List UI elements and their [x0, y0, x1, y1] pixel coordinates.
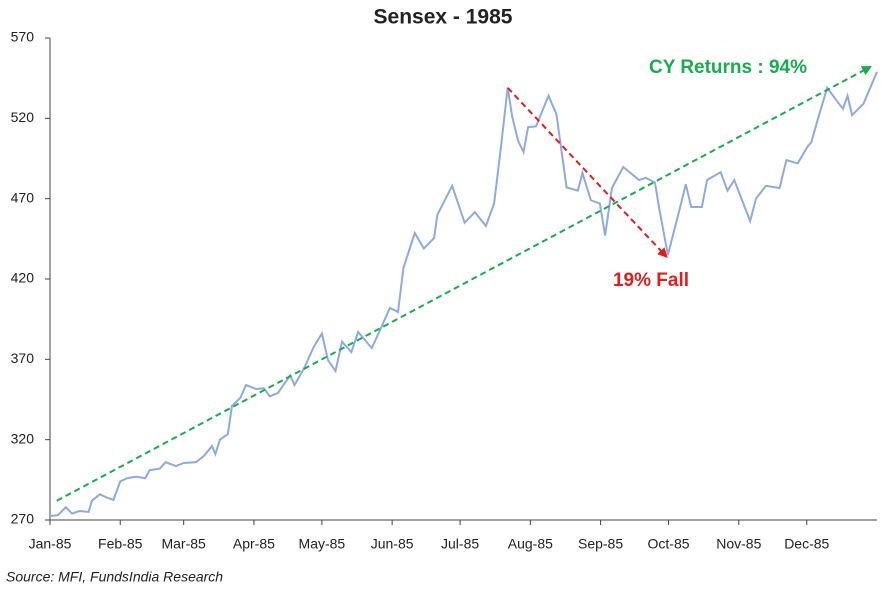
y-tick-label: 420	[11, 270, 35, 286]
y-tick-label: 370	[11, 350, 35, 366]
x-tick-label: Mar-85	[161, 536, 206, 552]
x-tick-label: May-85	[299, 536, 346, 552]
y-tick-label: 470	[11, 189, 35, 205]
y-tick-label: 320	[11, 430, 35, 446]
y-tick-label: 570	[11, 29, 35, 45]
x-tick-label: Jul-85	[441, 536, 479, 552]
chart-title: Sensex - 1985	[374, 6, 513, 29]
x-tick-label: Feb-85	[98, 536, 143, 552]
x-tick-label: Jan-85	[29, 536, 72, 552]
annotation: CY Returns : 94%	[649, 57, 807, 78]
trend-arrow	[56, 65, 872, 502]
x-tick-label: Nov-85	[716, 536, 761, 552]
x-tick-label: Sep-85	[578, 536, 623, 552]
annotation: 19% Fall	[613, 270, 689, 291]
source-note: Source: MFI, FundsIndia Research	[6, 569, 223, 585]
price-line	[49, 71, 878, 517]
trend-arrow	[506, 87, 668, 258]
x-tick-label: Aug-85	[508, 536, 553, 552]
x-tick-label: Jun-85	[371, 536, 414, 552]
x-tick-label: Apr-85	[233, 536, 275, 552]
x-tick-label: Oct-85	[648, 536, 690, 552]
y-tick-label: 270	[11, 511, 35, 527]
y-tick-label: 520	[11, 109, 35, 125]
x-tick-label: Dec-85	[784, 536, 829, 552]
